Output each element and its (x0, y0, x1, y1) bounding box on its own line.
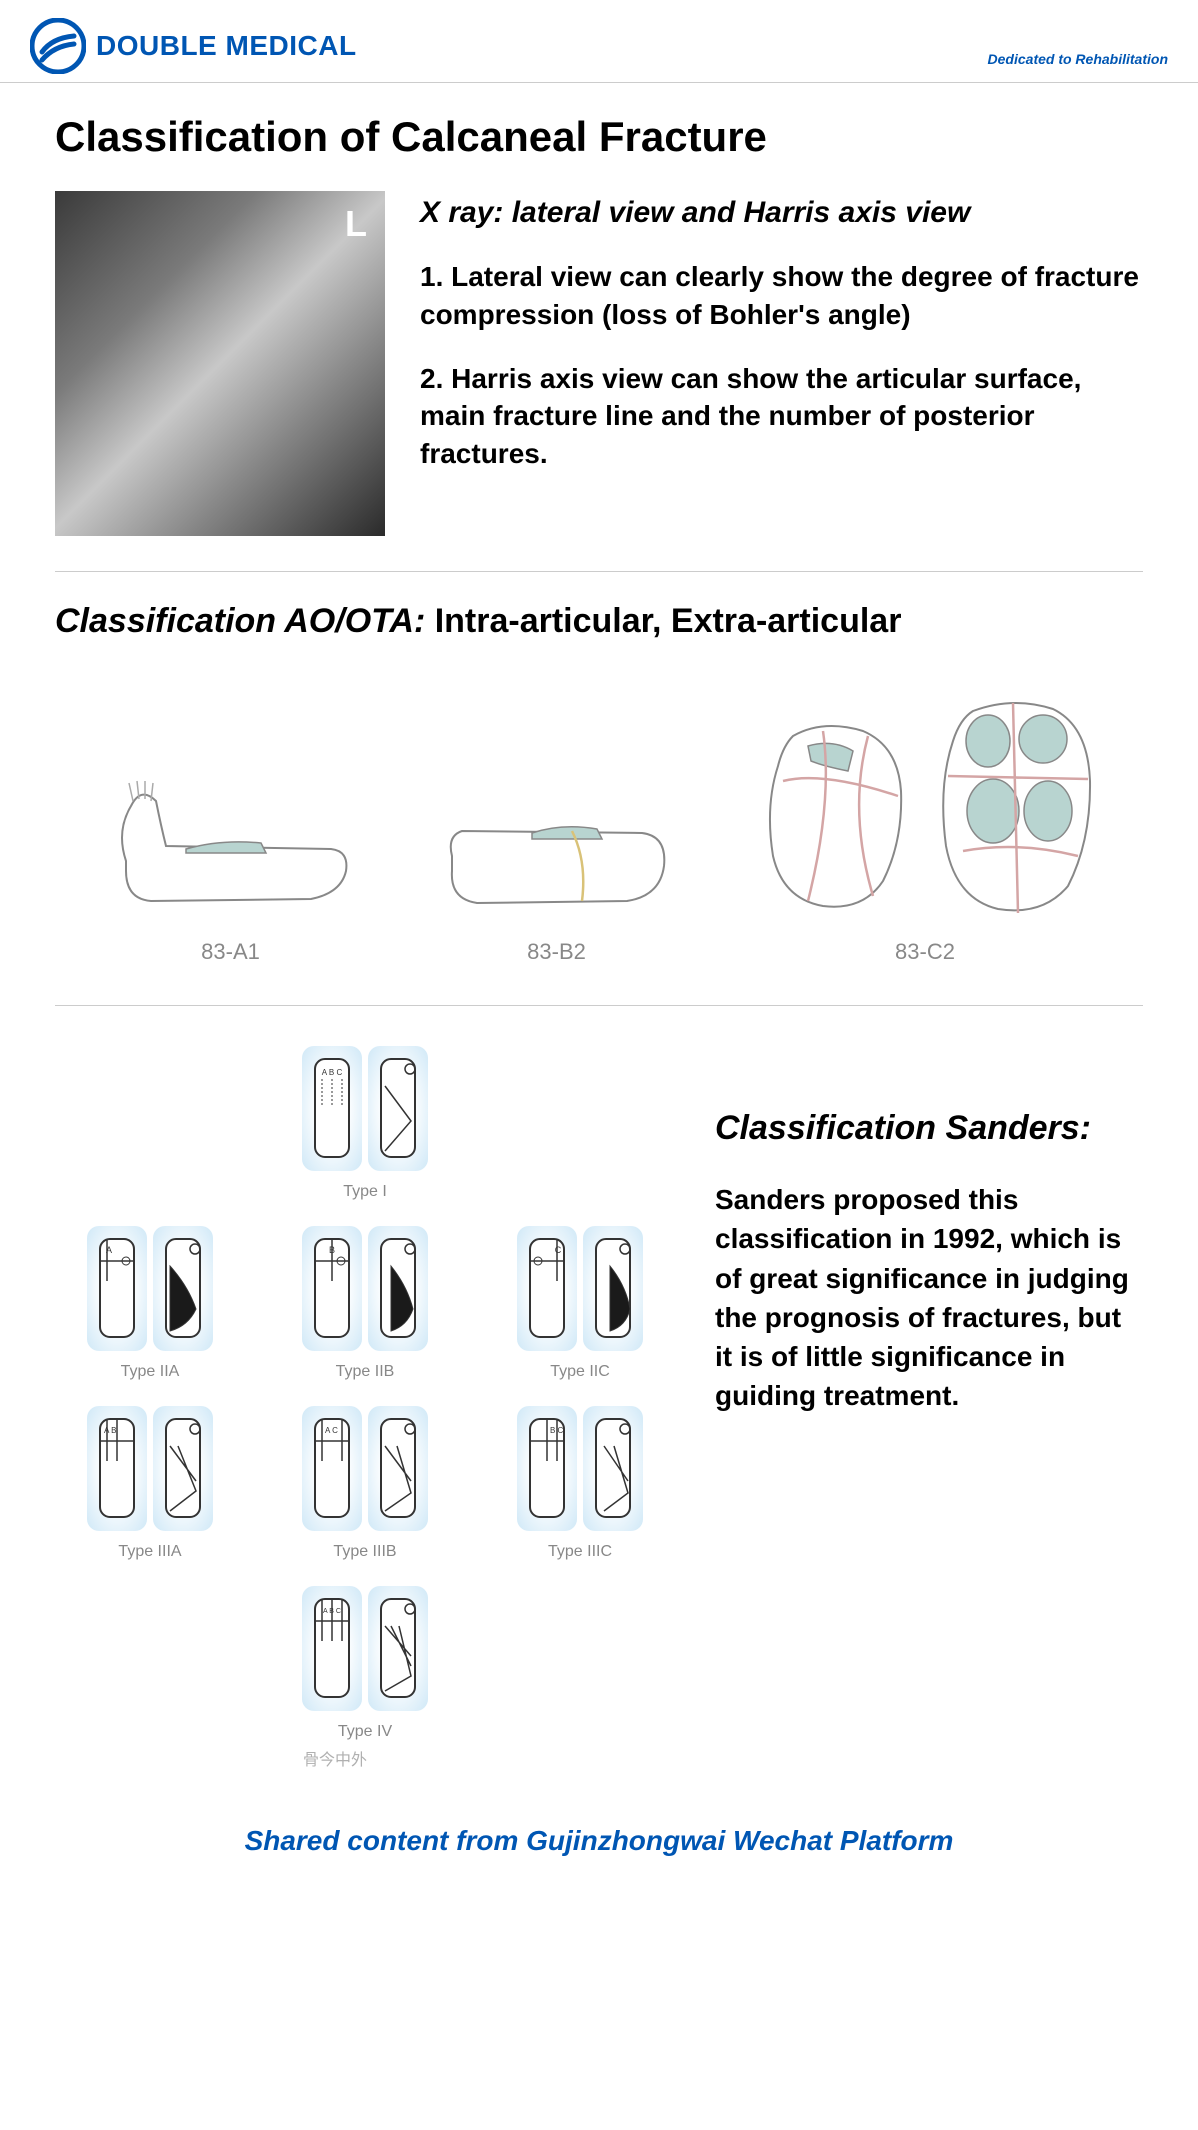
sanders-label: Type IV (338, 1723, 392, 1741)
aota-section: Classification AO/OTA: Intra-articular, … (55, 572, 1143, 1006)
sanders-shape-iiic: B C (517, 1406, 643, 1531)
bone-shape-c2-right (928, 691, 1098, 921)
bone-shape-c2-left (753, 711, 913, 921)
sanders-row-4: A B C Type IV (55, 1586, 675, 1741)
sanders-shape-iib: B (302, 1226, 428, 1351)
bone-icon (153, 1226, 213, 1351)
brand-name: DOUBLE MEDICAL (96, 30, 357, 62)
brand-logo-icon (30, 18, 86, 74)
aota-label-c2: 83-C2 (895, 939, 955, 965)
aota-diagram-a1: 83-A1 (101, 761, 361, 965)
sanders-diagram-grid: A B C Type I A Type IIA (55, 1046, 675, 1770)
bone-icon: A B C (302, 1046, 362, 1171)
sanders-row-2: A Type IIA B Type IIB C (55, 1226, 675, 1381)
sanders-type-iiic: B C Type IIIC (490, 1406, 670, 1561)
sanders-shape-i: A B C (302, 1046, 428, 1171)
sanders-shape-iic: C (517, 1226, 643, 1351)
aota-label-b2: 83-B2 (527, 939, 586, 965)
sanders-type-iic: C Type IIC (490, 1226, 670, 1381)
xray-point-1: 1. Lateral view can clearly show the deg… (420, 258, 1143, 334)
bone-icon (368, 1586, 428, 1711)
sanders-description: Sanders proposed this classification in … (715, 1180, 1143, 1415)
footer-credit: Shared content from Gujinzhongwai Wechat… (245, 1825, 954, 1856)
sanders-shape-iia: A (87, 1226, 213, 1351)
aota-heading-prefix: Classification AO/OTA: (55, 602, 425, 640)
aota-diagram-row: 83-A1 83-B2 (55, 671, 1143, 975)
sanders-shape-iiib: A C (302, 1406, 428, 1531)
bone-icon: A B (87, 1406, 147, 1531)
sanders-shape-iv: A B C (302, 1586, 428, 1711)
svg-text:A B: A B (104, 1426, 116, 1435)
bone-icon (368, 1046, 428, 1171)
bone-shape-a1 (101, 761, 361, 921)
bone-icon (583, 1226, 643, 1351)
bone-icon (368, 1226, 428, 1351)
sanders-label: Type IIB (336, 1363, 395, 1381)
svg-text:A C: A C (325, 1426, 338, 1435)
brand-tagline: Dedicated to Rehabilitation (988, 51, 1168, 67)
xray-heading: X ray: lateral view and Harris axis view (420, 196, 1143, 230)
bone-icon (153, 1406, 213, 1531)
xray-section: X ray: lateral view and Harris axis view… (55, 191, 1143, 572)
svg-text:A B C: A B C (322, 1068, 343, 1077)
sanders-shape-iiia: A B (87, 1406, 213, 1531)
sanders-label: Type IIIC (548, 1543, 612, 1561)
sanders-section: A B C Type I A Type IIA (55, 1006, 1143, 1770)
bone-icon: B (302, 1226, 362, 1351)
page-footer: Shared content from Gujinzhongwai Wechat… (0, 1790, 1198, 1887)
bone-icon: A (87, 1226, 147, 1351)
sanders-type-iiib: A C Type IIIB (275, 1406, 455, 1561)
sanders-row-1: A B C Type I (55, 1046, 675, 1201)
xray-point-2: 2. Harris axis view can show the articul… (420, 360, 1143, 473)
bone-icon (583, 1406, 643, 1531)
sanders-label: Type I (343, 1183, 387, 1201)
sanders-type-iia: A Type IIA (60, 1226, 240, 1381)
sanders-type-iib: B Type IIB (275, 1226, 455, 1381)
svg-text:C: C (555, 1245, 562, 1255)
bone-icon: A B C (302, 1586, 362, 1711)
sanders-text: Classification Sanders: Sanders proposed… (715, 1046, 1143, 1415)
sanders-row-3: A B Type IIIA A C Type IIIB B C (55, 1406, 675, 1561)
xray-image (55, 191, 385, 536)
sanders-label: Type IIIB (333, 1543, 396, 1561)
page-header: DOUBLE MEDICAL Dedicated to Rehabilitati… (0, 0, 1198, 83)
sanders-type-iiia: A B Type IIIA (60, 1406, 240, 1561)
bone-shape-c2-pair (753, 691, 1098, 921)
bone-icon (368, 1406, 428, 1531)
sanders-label: Type IIA (121, 1363, 180, 1381)
bone-icon: A C (302, 1406, 362, 1531)
aota-label-a1: 83-A1 (201, 939, 260, 965)
bone-icon: B C (517, 1406, 577, 1531)
sanders-type-i: A B C Type I (275, 1046, 455, 1201)
bone-icon: C (517, 1226, 577, 1351)
bone-shape-b2 (432, 761, 682, 921)
aota-heading: Classification AO/OTA: Intra-articular, … (55, 602, 1143, 641)
aota-diagram-b2: 83-B2 (432, 761, 682, 965)
sanders-type-iv: A B C Type IV (275, 1586, 455, 1741)
brand-logo: DOUBLE MEDICAL (30, 18, 357, 74)
main-content: Classification of Calcaneal Fracture X r… (0, 83, 1198, 1790)
aota-heading-suffix: Intra-articular, Extra-articular (425, 602, 901, 640)
aota-diagram-c2: 83-C2 (753, 691, 1098, 965)
xray-text: X ray: lateral view and Harris axis view… (420, 191, 1143, 536)
sanders-heading: Classification Sanders: (715, 1106, 1143, 1150)
watermark-text: 骨今中外 (55, 1746, 675, 1770)
sanders-label: Type IIIA (118, 1543, 181, 1561)
page-title: Classification of Calcaneal Fracture (55, 113, 1143, 161)
sanders-label: Type IIC (550, 1363, 610, 1381)
